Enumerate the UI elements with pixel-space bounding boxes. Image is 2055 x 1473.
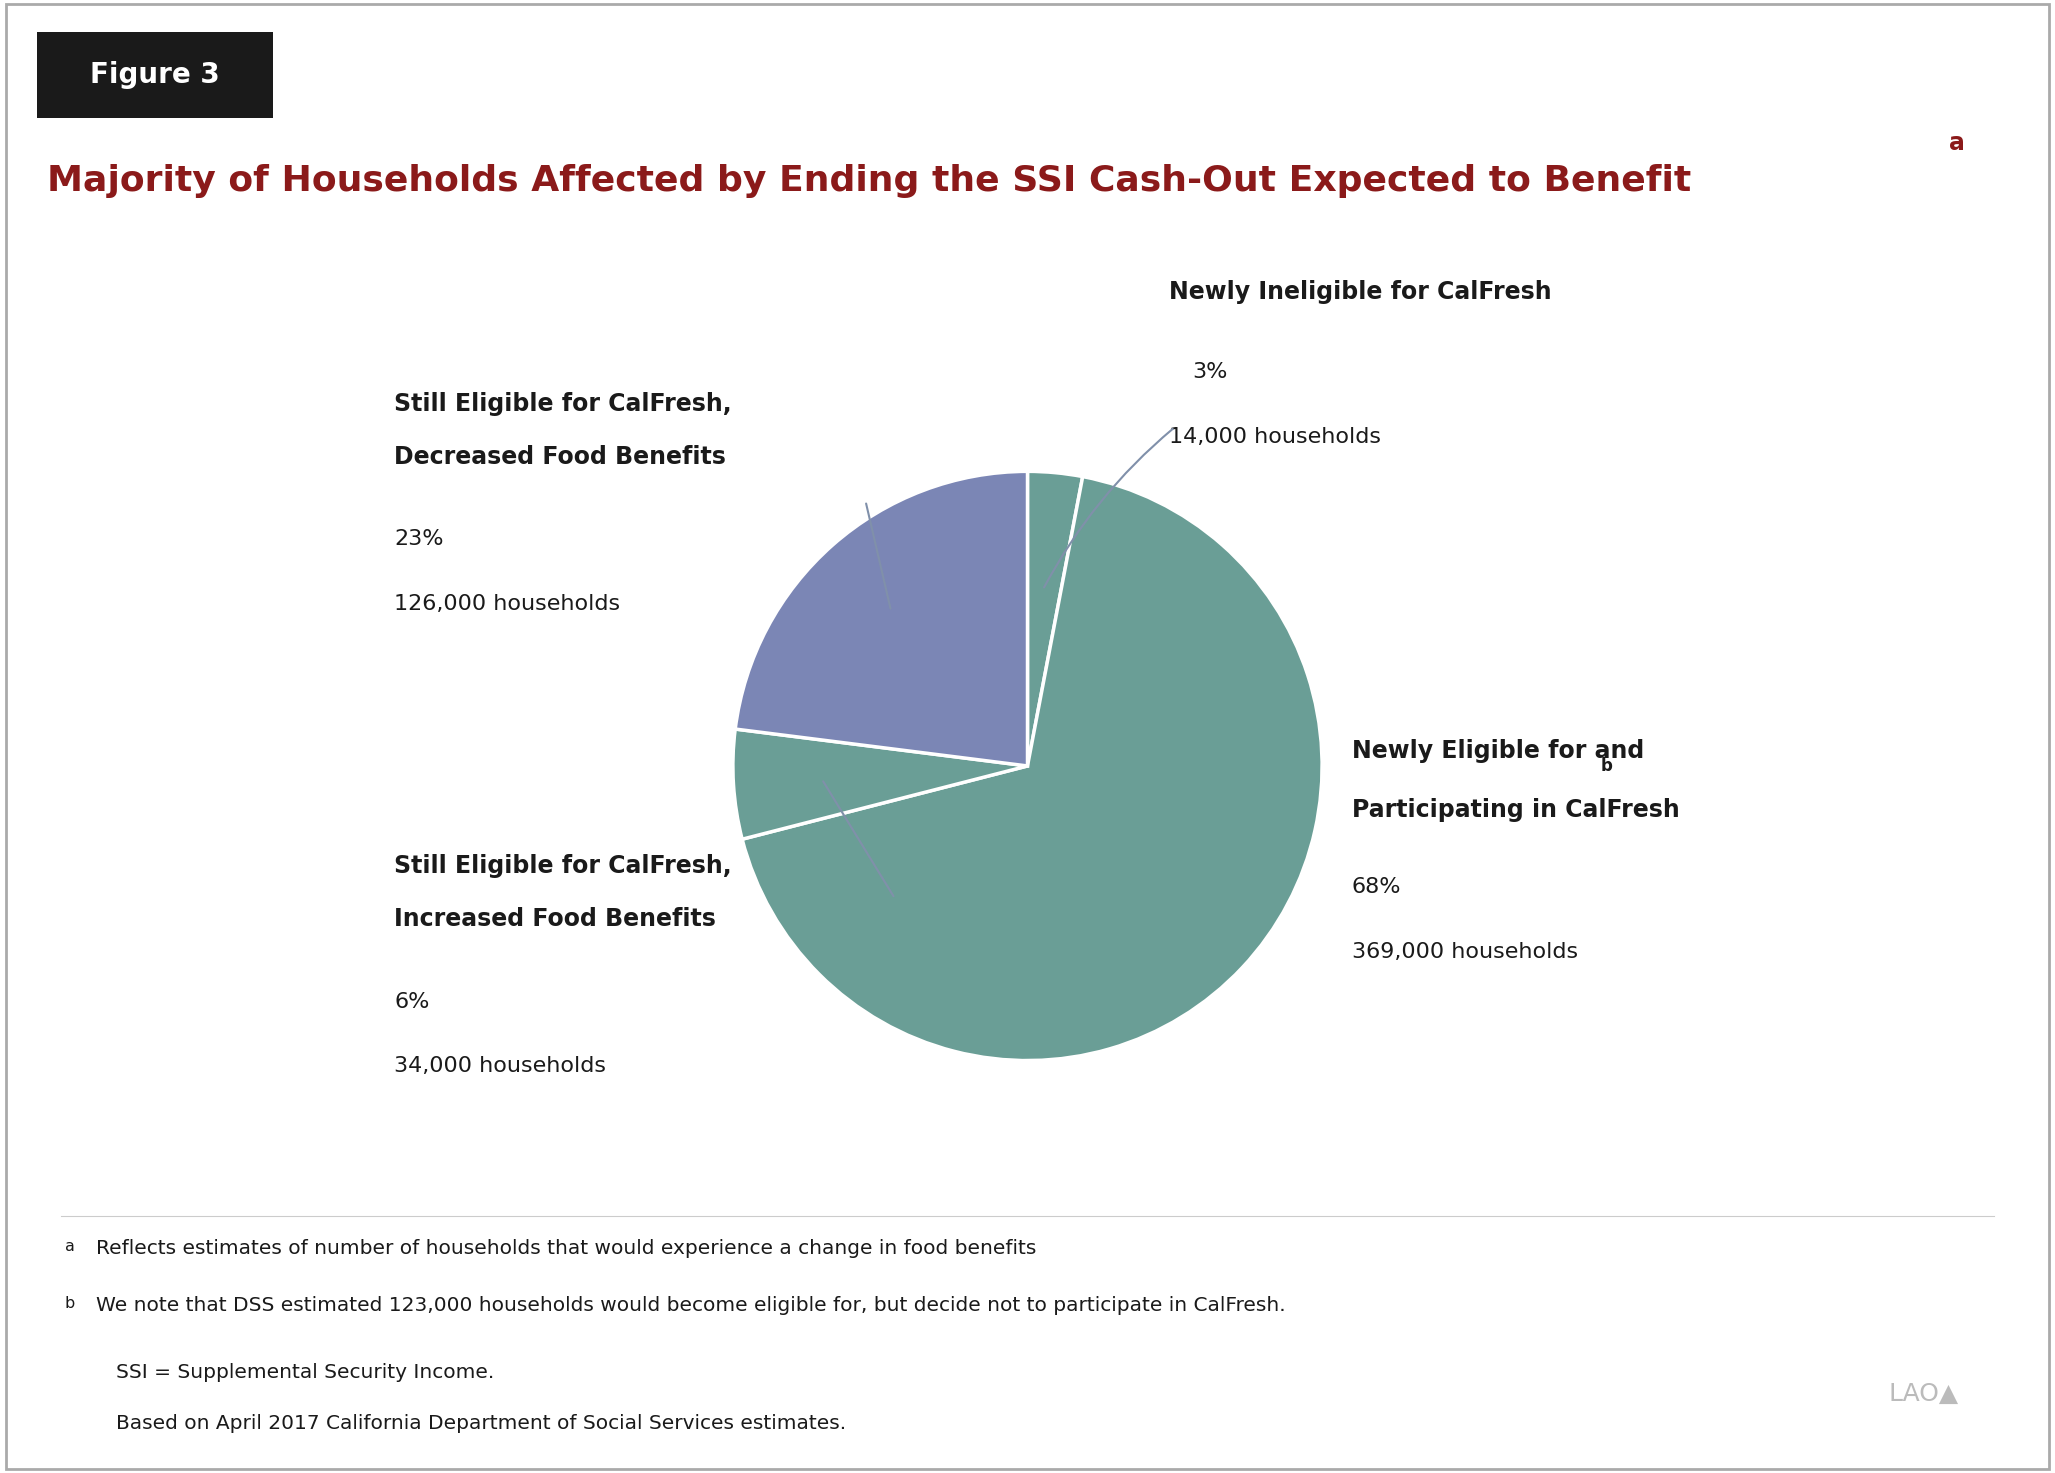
Text: We note that DSS estimated 123,000 households would become eligible for, but dec: We note that DSS estimated 123,000 house… bbox=[97, 1296, 1286, 1314]
Text: a: a bbox=[1948, 131, 1965, 156]
Text: 23%: 23% bbox=[395, 529, 444, 549]
Text: Newly Eligible for and: Newly Eligible for and bbox=[1352, 739, 1644, 763]
Text: Newly Ineligible for CalFresh: Newly Ineligible for CalFresh bbox=[1169, 280, 1552, 303]
Text: 68%: 68% bbox=[1352, 876, 1402, 897]
Text: SSI = Supplemental Security Income.: SSI = Supplemental Security Income. bbox=[115, 1363, 495, 1382]
Text: Majority of Households Affected by Ending the SSI Cash-Out Expected to Benefit: Majority of Households Affected by Endin… bbox=[47, 164, 1691, 197]
Text: LAO▲: LAO▲ bbox=[1889, 1382, 1958, 1405]
Text: b: b bbox=[1601, 757, 1613, 775]
Text: 126,000 households: 126,000 households bbox=[395, 594, 621, 614]
Text: Still Eligible for CalFresh,: Still Eligible for CalFresh, bbox=[395, 854, 732, 878]
Text: Reflects estimates of number of households that would experience a change in foo: Reflects estimates of number of househol… bbox=[97, 1239, 1036, 1258]
Text: b: b bbox=[66, 1296, 76, 1311]
Text: 369,000 households: 369,000 households bbox=[1352, 941, 1578, 962]
Text: 3%: 3% bbox=[1192, 362, 1227, 383]
Wedge shape bbox=[736, 471, 1028, 766]
Text: 14,000 households: 14,000 households bbox=[1169, 427, 1381, 448]
Text: Decreased Food Benefits: Decreased Food Benefits bbox=[395, 445, 725, 468]
Wedge shape bbox=[1028, 471, 1083, 766]
Text: Participating in CalFresh: Participating in CalFresh bbox=[1352, 798, 1679, 822]
Text: 6%: 6% bbox=[395, 991, 429, 1012]
Text: Still Eligible for CalFresh,: Still Eligible for CalFresh, bbox=[395, 392, 732, 415]
Text: Based on April 2017 California Department of Social Services estimates.: Based on April 2017 California Departmen… bbox=[115, 1414, 847, 1433]
Wedge shape bbox=[742, 477, 1321, 1061]
Text: Figure 3: Figure 3 bbox=[90, 60, 220, 90]
Wedge shape bbox=[734, 729, 1028, 840]
Text: Increased Food Benefits: Increased Food Benefits bbox=[395, 907, 715, 931]
Text: 34,000 households: 34,000 households bbox=[395, 1056, 606, 1077]
Text: a: a bbox=[66, 1239, 74, 1254]
